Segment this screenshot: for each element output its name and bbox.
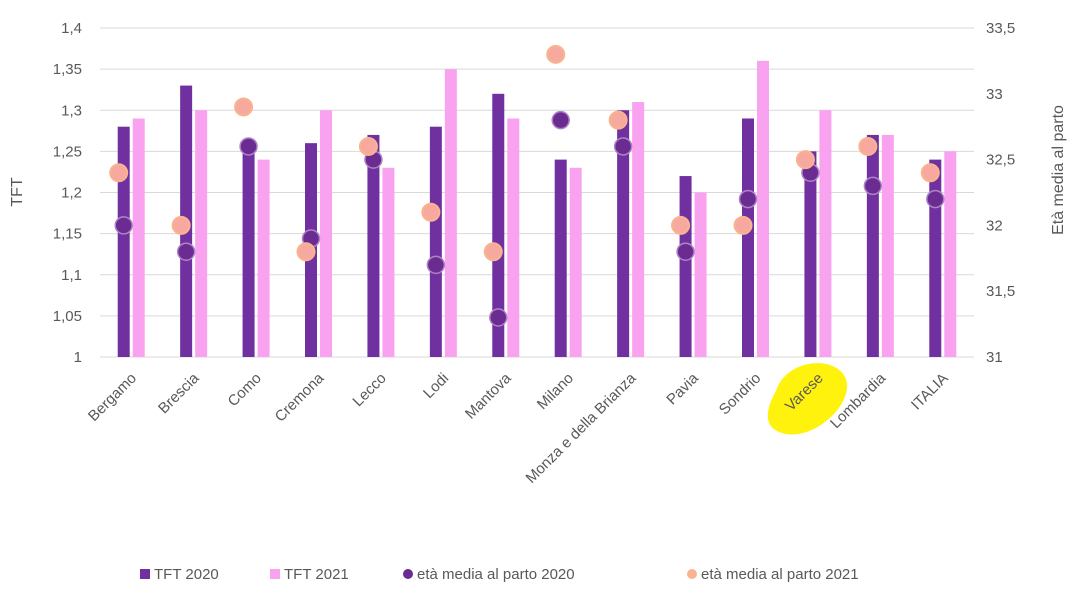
bar-tft-2021 xyxy=(132,118,145,357)
bar-tft-2021 xyxy=(569,167,582,357)
point-eta-2020 xyxy=(738,189,758,209)
point-eta-2021 xyxy=(608,110,628,130)
point-eta-2021 xyxy=(920,163,940,183)
point-eta-2020 xyxy=(114,216,133,235)
x-tick-label: Cremona xyxy=(272,369,328,425)
bar-tft-2021 xyxy=(320,110,332,357)
point-eta-2020 xyxy=(676,242,695,261)
bar-tft-2020 xyxy=(679,176,692,357)
point-eta-2020 xyxy=(239,137,258,156)
bar-tft-2021 xyxy=(757,60,769,358)
point-eta-2021 xyxy=(421,202,441,222)
y2-tick-label: 32 xyxy=(986,217,1003,234)
x-tick-label: Mantova xyxy=(462,369,515,422)
bar-tft-2020 xyxy=(804,151,817,357)
y2-tick-label: 31 xyxy=(986,349,1003,366)
y-tick-label: 1,1 xyxy=(61,267,82,284)
point-eta-2020 xyxy=(863,176,883,196)
point-eta-2021 xyxy=(234,97,254,117)
y-tick-label: 1,3 xyxy=(61,102,82,119)
bar-tft-2021 xyxy=(507,118,520,357)
y2-tick-label: 33 xyxy=(986,86,1003,103)
point-eta-2020 xyxy=(551,110,570,130)
bar-tft-2020 xyxy=(117,126,130,357)
y-tick-label: 1,15 xyxy=(53,226,82,243)
x-tick-label: Pavia xyxy=(663,369,702,408)
x-tick-label: Sondrio xyxy=(716,370,765,419)
legend-swatch xyxy=(687,569,697,579)
point-eta-2021 xyxy=(296,242,316,262)
legend-swatch xyxy=(270,569,280,579)
x-tick-label: Lodi xyxy=(420,370,452,402)
legend-swatch xyxy=(403,569,413,579)
x-tick-label: Bergamo xyxy=(85,370,140,425)
x-tick-label: Lecco xyxy=(349,370,389,410)
bar-tft-2021 xyxy=(881,134,894,357)
point-eta-2021 xyxy=(358,136,378,156)
y-tick-label: 1,35 xyxy=(53,61,82,78)
y2-tick-label: 33,5 xyxy=(986,20,1015,37)
y-axis-left: 1 1,05 1,1 1,15 1,2 1,25 1,3 1,35 1,4 xyxy=(53,20,82,366)
point-eta-2020 xyxy=(176,242,196,261)
bar-tft-2020 xyxy=(742,118,754,357)
bar-tft-2020 xyxy=(866,134,879,357)
bar-tft-2021 xyxy=(382,167,395,357)
x-tick-label: Milano xyxy=(534,370,577,413)
point-eta-2021 xyxy=(171,215,191,235)
bar-tft-2020 xyxy=(429,126,442,357)
y2-tick-label: 31,5 xyxy=(986,283,1015,300)
point-eta-2021 xyxy=(109,163,129,183)
y2-tick-label: 32,5 xyxy=(986,152,1015,169)
y-tick-label: 1,25 xyxy=(53,143,82,160)
y-axis-right: 31 31,5 32 32,5 33 33,5 xyxy=(986,20,1015,366)
x-axis: Bergamo Brescia Como Cremona Lecco Lodi Mantov… xyxy=(85,369,952,486)
point-eta-2020 xyxy=(426,255,446,275)
legend-swatch xyxy=(140,569,150,579)
bar-tft-2021 xyxy=(819,110,832,357)
y-axis-title: TFT xyxy=(9,177,26,207)
legend-label: TFT 2021 xyxy=(284,566,349,583)
bars xyxy=(117,60,957,358)
bar-tft-2020 xyxy=(617,110,630,357)
bar-tft-2021 xyxy=(694,192,707,357)
bar-tft-2021 xyxy=(195,110,208,357)
highlight-marker xyxy=(767,363,848,435)
highlight-layer xyxy=(767,363,848,435)
bar-tft-2021 xyxy=(257,159,270,357)
point-eta-2020 xyxy=(489,308,508,327)
y-tick-label: 1,05 xyxy=(53,308,82,325)
bar-tft-2021 xyxy=(632,102,645,358)
legend-label: età media al parto 2021 xyxy=(701,566,859,583)
legend: TFT 2020 TFT 2021 età media al parto 2020 e… xyxy=(140,566,859,583)
point-eta-2021 xyxy=(858,136,878,156)
bar-tft-2020 xyxy=(554,159,567,357)
legend-label: età media al parto 2020 xyxy=(417,566,575,583)
point-eta-2021 xyxy=(483,242,503,262)
bar-tft-2021 xyxy=(944,151,957,357)
bar-tft-2021 xyxy=(444,69,457,357)
bar-tft-2020 xyxy=(242,151,255,357)
point-eta-2021 xyxy=(546,44,566,64)
points xyxy=(109,44,945,327)
bar-tft-2020 xyxy=(929,159,942,357)
x-tick-label: Como xyxy=(225,370,265,410)
y2-axis-title: Età media al parto xyxy=(1050,105,1067,235)
gridlines xyxy=(100,27,974,358)
point-eta-2020 xyxy=(613,137,633,156)
legend-label: TFT 2020 xyxy=(154,566,219,583)
x-tick-label: Monza e della Brianza xyxy=(523,369,640,486)
point-eta-2021 xyxy=(733,215,753,235)
y-tick-label: 1,2 xyxy=(61,185,82,202)
bar-tft-2020 xyxy=(492,93,505,358)
y-tick-label: 1,4 xyxy=(61,20,82,37)
x-tick-label: ITALIA xyxy=(908,370,952,414)
x-tick-label: Brescia xyxy=(155,369,203,417)
y-tick-label: 1 xyxy=(74,349,82,366)
point-eta-2020 xyxy=(926,189,945,209)
point-eta-2021 xyxy=(671,215,691,235)
bar-tft-2020 xyxy=(367,134,380,357)
point-eta-2021 xyxy=(795,150,815,170)
